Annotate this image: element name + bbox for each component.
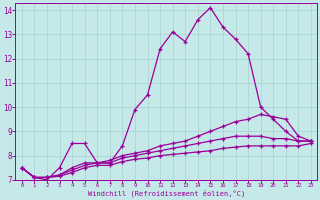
X-axis label: Windchill (Refroidissement éolien,°C): Windchill (Refroidissement éolien,°C) [88,190,245,197]
